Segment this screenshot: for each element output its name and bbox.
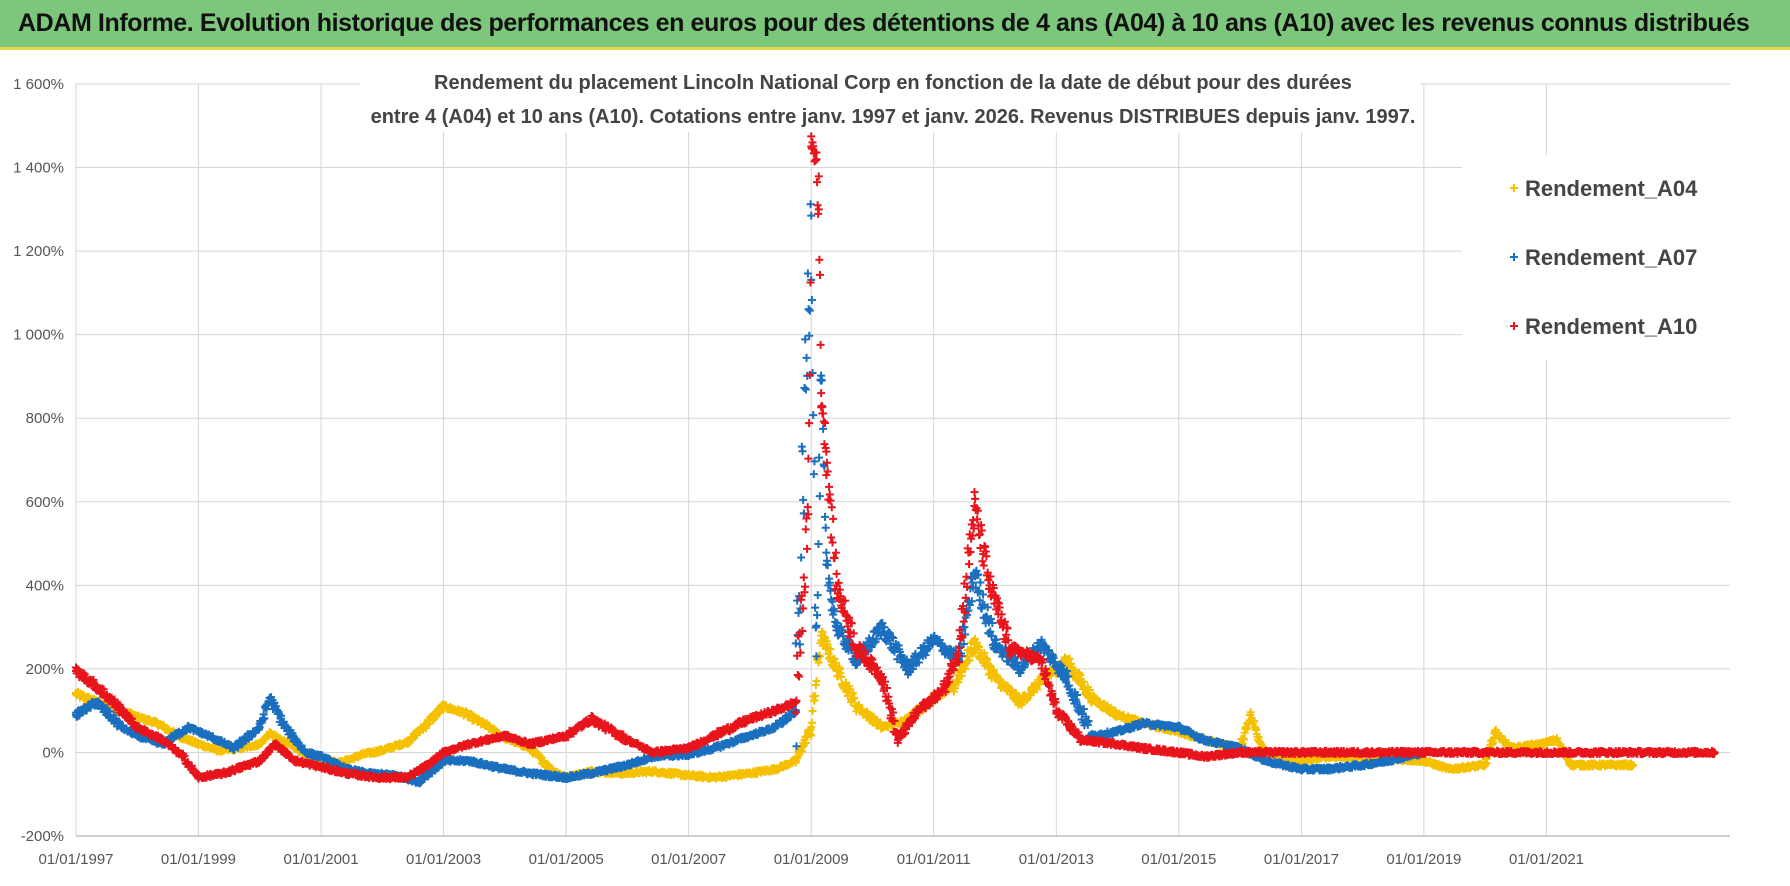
data-point (800, 383, 809, 392)
data-point (797, 553, 806, 562)
data-point (802, 353, 811, 362)
data-point (821, 512, 830, 521)
report-banner: ADAM Informe. Evolution historique des p… (0, 0, 1790, 50)
data-point (795, 640, 804, 649)
data-point (805, 306, 814, 315)
data-point (813, 611, 822, 620)
data-point (815, 492, 824, 501)
chart-marks (72, 132, 1719, 788)
data-point (822, 548, 831, 557)
data-point (799, 495, 808, 504)
data-point (798, 447, 807, 456)
data-point (821, 523, 830, 532)
series-Rendement_A07 (72, 200, 1428, 788)
data-point-anchor (807, 211, 816, 220)
report-title: ADAM Informe. Evolution historique des p… (18, 9, 1750, 37)
data-point (807, 731, 816, 740)
data-point (811, 691, 820, 700)
data-point (807, 295, 816, 304)
data-point (808, 707, 817, 716)
data-point (801, 385, 810, 394)
data-point (812, 677, 821, 686)
data-point (814, 658, 823, 667)
data-point (806, 200, 815, 209)
data-point (811, 603, 820, 612)
data-point-anchor (817, 376, 826, 385)
data-point (813, 591, 822, 600)
data-point (814, 540, 823, 549)
chart-grid (75, 83, 1730, 837)
